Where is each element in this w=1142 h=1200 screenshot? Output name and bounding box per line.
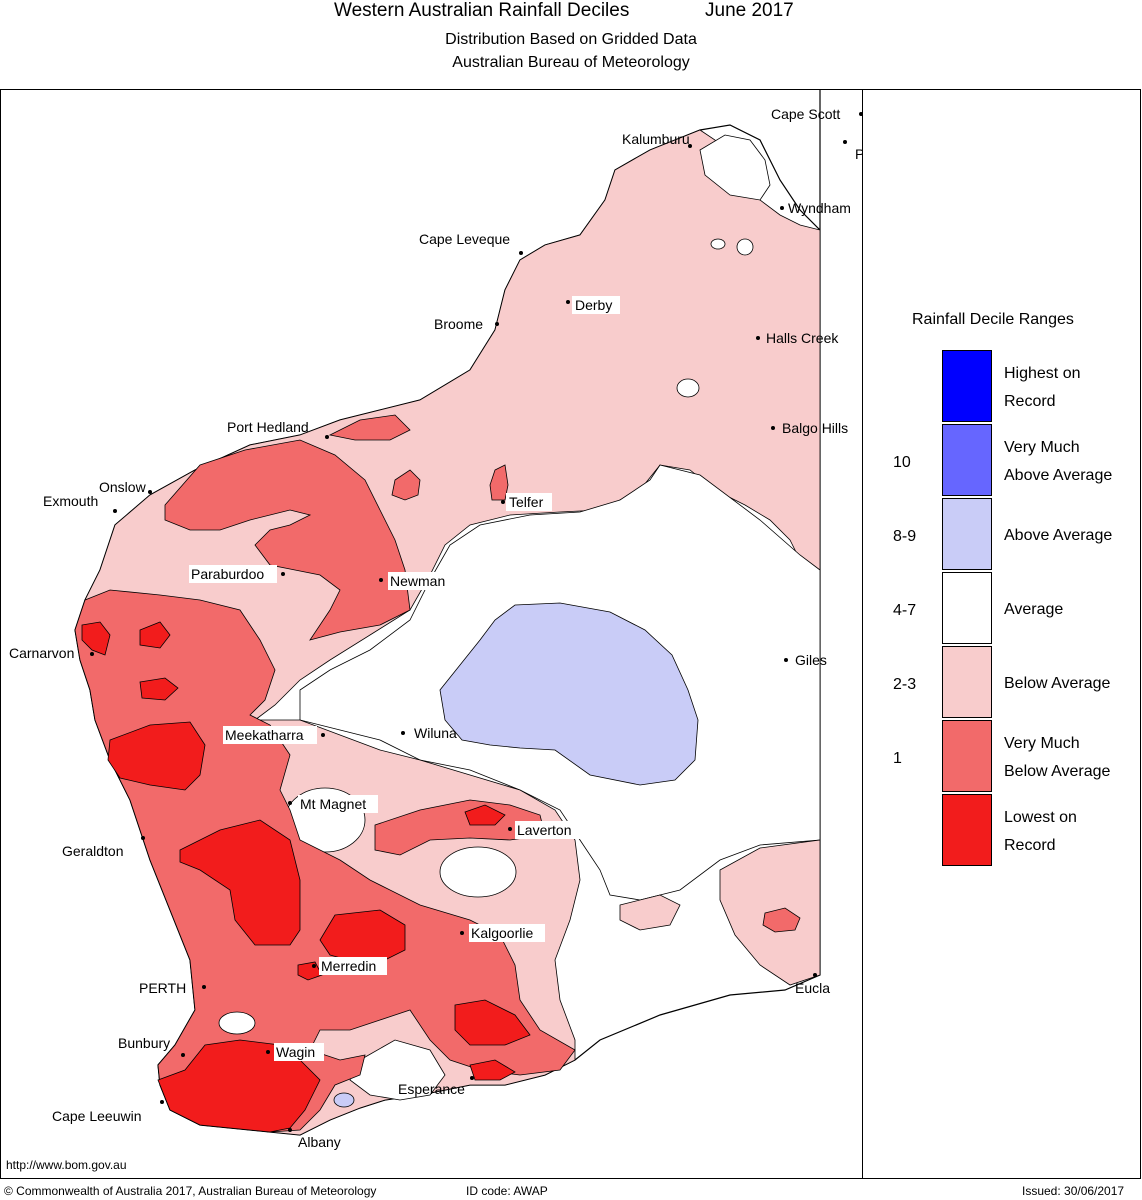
very-much-below-blob-port-hedland bbox=[328, 414, 411, 441]
place-labels: Cape Scott P Kalumburu Wyndham Cape Leve… bbox=[9, 106, 862, 1150]
label-newman: Newman bbox=[390, 573, 445, 589]
legend-label-very-much-below: Very Much Below Average bbox=[1004, 735, 1111, 780]
label-derby: Derby bbox=[575, 297, 612, 313]
label-albany: Albany bbox=[298, 1134, 341, 1150]
label-merredin: Merredin bbox=[321, 958, 376, 974]
lowest-region-carnarvon bbox=[81, 621, 111, 656]
label-halls-creek: Halls Creek bbox=[766, 330, 839, 346]
label-wyndham: Wyndham bbox=[788, 200, 851, 216]
legend-label-below: Below Average bbox=[1004, 675, 1111, 692]
average-pocket-esperance bbox=[349, 1039, 446, 1101]
label-kalgoorlie: Kalgoorlie bbox=[471, 925, 533, 941]
label-geraldton: Geraldton bbox=[62, 843, 123, 859]
label-meekatharra: Meekatharra bbox=[225, 727, 304, 743]
issued-date: Issued: 30/06/2017 bbox=[1022, 1184, 1125, 1198]
legend-label-above: Above Average bbox=[1004, 527, 1113, 544]
label-telfer: Telfer bbox=[509, 494, 544, 510]
very-much-below-region-pilbara bbox=[164, 439, 411, 641]
label-perth: PERTH bbox=[139, 980, 186, 996]
label-balgo-hills: Balgo Hills bbox=[782, 420, 848, 436]
label-port-hedland: Port Hedland bbox=[227, 419, 309, 435]
label-esperance: Esperance bbox=[398, 1081, 465, 1097]
legend-swatch-average bbox=[942, 572, 992, 644]
legend-swatch-lowest bbox=[942, 794, 992, 866]
map-frame bbox=[0, 89, 1141, 1179]
lowest-region-carnarvon-2 bbox=[139, 621, 171, 649]
legend-range-4-7: 4-7 bbox=[893, 602, 917, 619]
very-much-below-blob-east bbox=[762, 907, 801, 933]
label-laverton: Laverton bbox=[517, 822, 571, 838]
legend-swatch-very-much-below bbox=[942, 720, 992, 792]
label-giles: Giles bbox=[795, 652, 827, 668]
rainfall-map: Cape Scott P Kalumburu Wyndham Cape Leve… bbox=[9, 90, 862, 1150]
label-cape-leeuwin: Cape Leeuwin bbox=[52, 1108, 142, 1124]
map-subtitle-2: Australian Bureau of Meteorology bbox=[452, 54, 690, 71]
lowest-region-esperance bbox=[469, 1059, 516, 1081]
label-kalumburu: Kalumburu bbox=[622, 131, 690, 147]
label-exmouth: Exmouth bbox=[43, 493, 98, 509]
average-pocket-kimberley bbox=[736, 238, 754, 256]
label-edge-letter: P bbox=[855, 146, 862, 162]
lowest-region-laverton bbox=[464, 804, 506, 826]
copyright-text: © Commonwealth of Australia 2017, Austra… bbox=[4, 1184, 377, 1198]
average-pocket-kimberley-2 bbox=[710, 238, 726, 250]
above-average-pocket-south bbox=[333, 1092, 355, 1108]
legend-range-8-9: 8-9 bbox=[893, 528, 917, 545]
average-pocket-laverton bbox=[439, 846, 517, 898]
average-pocket-wagin bbox=[218, 1011, 256, 1035]
lowest-region-south-coast bbox=[454, 999, 531, 1046]
average-pocket-halls-creek bbox=[676, 378, 700, 398]
label-paraburdoo: Paraburdoo bbox=[191, 566, 264, 582]
footer-bar: © Commonwealth of Australia 2017, Austra… bbox=[0, 1181, 1142, 1200]
id-code: ID code: AWAP bbox=[466, 1184, 548, 1198]
legend-label-average: Average bbox=[1004, 601, 1064, 618]
legend-swatch-very-much-above bbox=[942, 424, 992, 496]
label-eucla: Eucla bbox=[795, 980, 830, 996]
lowest-region-southwest bbox=[157, 1039, 321, 1133]
legend-swatch-below bbox=[942, 646, 992, 718]
label-bunbury: Bunbury bbox=[118, 1035, 170, 1051]
legend-label-lowest: Lowest on Record bbox=[1004, 809, 1077, 854]
map-title: Western Australian Rainfall Deciles bbox=[334, 0, 630, 21]
frame-divider bbox=[862, 89, 863, 1179]
legend-range-1: 1 bbox=[893, 750, 902, 767]
average-pocket-kalumburu bbox=[699, 134, 771, 201]
label-carnarvon: Carnarvon bbox=[9, 645, 74, 661]
label-cape-leveque: Cape Leveque bbox=[419, 231, 510, 247]
place-markers bbox=[90, 112, 862, 1132]
above-average-region bbox=[439, 602, 699, 786]
legend-label-very-much-above: Very Much Above Average bbox=[1004, 439, 1113, 484]
lowest-region-merredin-2 bbox=[297, 961, 323, 981]
very-much-below-blob-telfer bbox=[489, 464, 509, 501]
legend-swatch-highest bbox=[942, 350, 992, 422]
lowest-region-wheatbelt bbox=[179, 819, 301, 946]
map-subtitle-1: Distribution Based on Gridded Data bbox=[445, 31, 697, 48]
label-cape-scott: Cape Scott bbox=[771, 106, 840, 122]
legend-title: Rainfall Decile Ranges bbox=[912, 311, 1074, 328]
below-average-blob-nullarbor bbox=[619, 894, 681, 931]
source-url[interactable]: http://www.bom.gov.au bbox=[6, 1158, 127, 1172]
legend-swatch-above bbox=[942, 498, 992, 570]
lowest-region-gascoyne bbox=[139, 677, 179, 701]
legend-range-10: 10 bbox=[893, 454, 911, 471]
lowest-region-meekatharra bbox=[107, 721, 206, 791]
label-mt-magnet: Mt Magnet bbox=[300, 796, 366, 812]
label-wagin: Wagin bbox=[276, 1044, 315, 1060]
label-broome: Broome bbox=[434, 316, 483, 332]
very-much-below-blob-east-pilbara bbox=[391, 469, 421, 501]
label-wiluna: Wiluna bbox=[414, 725, 457, 741]
legend-range-2-3: 2-3 bbox=[893, 676, 917, 693]
map-month: June 2017 bbox=[705, 0, 794, 21]
label-onslow: Onslow bbox=[99, 479, 147, 495]
legend-label-highest: Highest on Record bbox=[1004, 365, 1081, 410]
